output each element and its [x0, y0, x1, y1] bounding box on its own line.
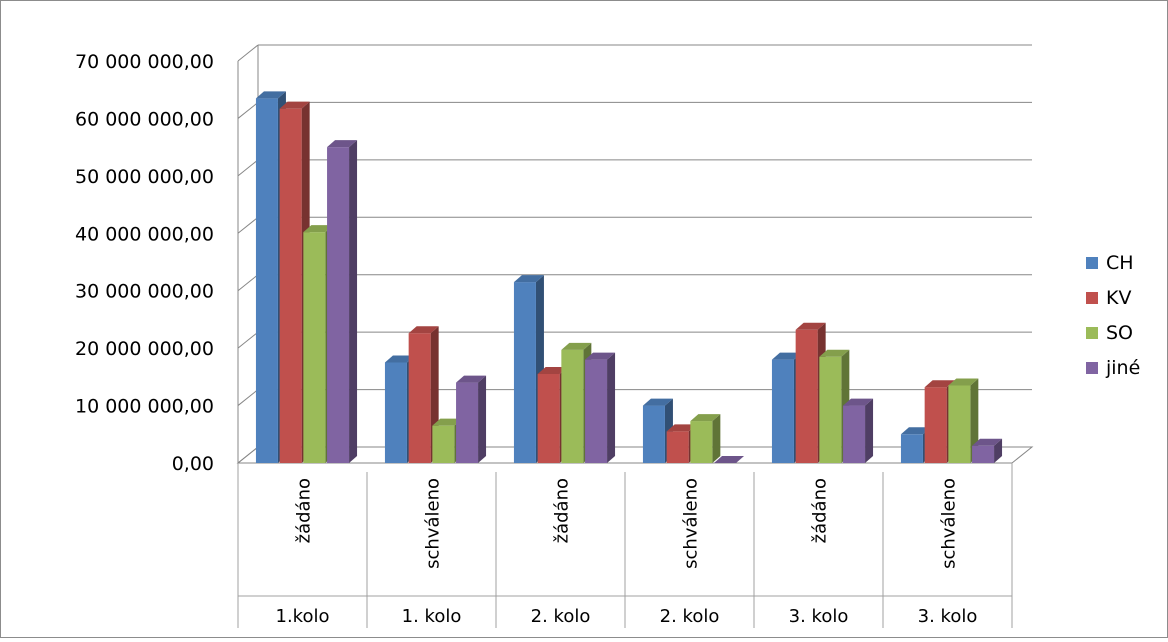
group-label: 2. kolo — [660, 606, 720, 627]
category-label: žádáno — [552, 478, 573, 543]
bar-KV — [408, 333, 431, 463]
bar-jiné-top — [456, 375, 487, 383]
bar-KV-top — [279, 101, 310, 109]
bar-SO-top — [432, 418, 463, 426]
gridline-side — [237, 159, 259, 177]
y-tick-label: 0,00 — [172, 453, 214, 475]
gridline-side — [237, 389, 259, 406]
gridline-side — [237, 274, 259, 292]
bar-jiné — [585, 359, 608, 463]
legend-label: CH — [1106, 252, 1134, 274]
group-label: 1.kolo — [276, 606, 330, 627]
legend-label: SO — [1106, 322, 1133, 344]
y-tick-label: 60 000 000,00 — [75, 108, 214, 130]
bar-CH — [900, 434, 923, 463]
group-label: 3. kolo — [918, 606, 978, 627]
group-label: 1. kolo — [402, 606, 462, 627]
bar-SO-top — [819, 349, 850, 357]
legend-swatch — [1086, 327, 1098, 339]
chart-floor — [236, 446, 1034, 464]
gridline-side — [237, 102, 259, 119]
bar-CH — [642, 405, 665, 463]
bar-jiné — [972, 445, 995, 463]
bar-SO-side — [712, 414, 721, 463]
bar-CH-top — [255, 91, 286, 99]
bar-KV-top — [408, 326, 439, 334]
legend-swatch — [1086, 292, 1098, 304]
bar-CH — [771, 359, 794, 463]
bar-jiné-top — [327, 140, 358, 148]
bar-jiné — [843, 405, 866, 463]
y-tick-label: 30 000 000,00 — [75, 281, 214, 303]
bar-KV-top — [666, 424, 697, 432]
bar-jiné-top — [585, 352, 616, 360]
bar-KV-top — [537, 366, 568, 374]
legend-label: jiné — [1105, 357, 1140, 379]
bar-SO-side — [970, 378, 979, 463]
legend-swatch — [1086, 257, 1098, 269]
bar-SO-top — [303, 225, 334, 233]
category-label: žádáno — [294, 478, 315, 543]
group-label: 2. kolo — [531, 606, 591, 627]
gridline-side — [237, 44, 259, 62]
bar-KV-top — [924, 380, 955, 388]
bar-SO — [561, 349, 584, 463]
bar-CH-top — [900, 427, 931, 435]
bar-SO-top — [948, 378, 979, 386]
bar-jiné-side — [994, 438, 1003, 463]
bar-CH-top — [771, 352, 802, 360]
category-label: schváleno — [423, 478, 444, 569]
bar-jiné-top — [843, 398, 874, 406]
bar-jiné-top — [972, 438, 1003, 446]
bar-KV — [537, 373, 560, 463]
bar-CH-top — [513, 275, 544, 283]
category-label: schváleno — [939, 478, 960, 569]
bar-SO — [303, 232, 326, 463]
gridline-side — [237, 331, 259, 349]
bar-SO — [690, 421, 713, 463]
bar-jiné-side — [607, 352, 616, 463]
legend-swatch — [1086, 362, 1098, 374]
bar-CH — [255, 98, 278, 463]
bar-CH-top — [642, 398, 673, 406]
bar-jiné-top — [714, 456, 745, 463]
bar-KV — [279, 108, 302, 463]
bar-KV — [924, 387, 947, 463]
bar-SO-top — [690, 414, 721, 422]
bar-CH-top — [384, 355, 415, 363]
bar-KV — [666, 431, 689, 463]
group-label: 3. kolo — [789, 606, 849, 627]
bar-KV — [795, 329, 818, 463]
gridline-side — [237, 216, 259, 234]
bar-SO — [948, 385, 971, 463]
y-tick-label: 70 000 000,00 — [75, 51, 214, 73]
bar-KV-top — [795, 322, 826, 330]
bar-jiné — [456, 382, 479, 463]
bar-jiné-side — [349, 140, 358, 463]
y-tick-label: 50 000 000,00 — [75, 166, 214, 188]
bar-SO — [819, 356, 842, 463]
y-tick-label: 20 000 000,00 — [75, 338, 214, 360]
y-tick-label: 40 000 000,00 — [75, 223, 214, 245]
bar-jiné-side — [478, 375, 487, 463]
category-label: žádáno — [810, 478, 831, 543]
legend-label: KV — [1106, 287, 1131, 309]
bar-jiné — [327, 147, 350, 463]
bar-jiné-side — [865, 398, 874, 463]
bar-CH — [513, 282, 536, 463]
bar-SO — [432, 425, 455, 463]
y-tick-label: 10 000 000,00 — [75, 396, 214, 418]
bar-CH — [384, 362, 407, 463]
bar-SO-top — [561, 342, 592, 350]
category-label: schváleno — [681, 478, 702, 569]
